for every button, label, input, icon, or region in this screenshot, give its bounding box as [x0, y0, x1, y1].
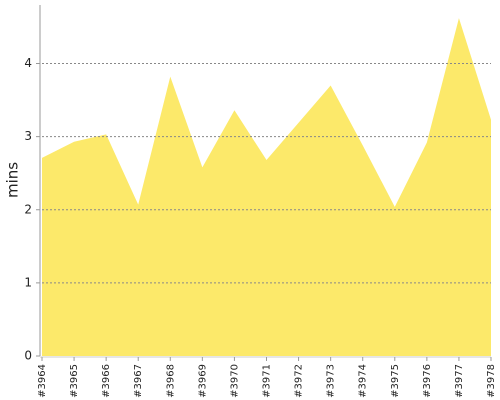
y-tick-label: 4	[24, 56, 32, 70]
x-tick-label: #3978	[486, 364, 497, 398]
x-tick-label: #3976	[422, 364, 433, 398]
x-tick-label: #3968	[165, 364, 176, 398]
y-tick-label: 3	[24, 129, 32, 143]
x-tick-label: #3971	[262, 364, 273, 398]
x-tick-label: #3970	[229, 364, 240, 398]
x-tick-label: #3967	[133, 364, 144, 398]
x-tick-label: #3973	[326, 364, 337, 398]
x-tick-label: #3972	[294, 364, 305, 398]
y-tick-label: 0	[24, 349, 32, 363]
x-tick-label: #3969	[197, 364, 208, 398]
y-axis-label: mins	[4, 162, 22, 198]
y-tick-label: 1	[24, 275, 32, 289]
x-tick-label: #3965	[69, 364, 80, 398]
x-tick-label: #3964	[37, 364, 48, 398]
x-tick-label: #3966	[101, 364, 112, 398]
x-tick-label: #3975	[390, 364, 401, 398]
x-tick-label: #3974	[358, 364, 369, 398]
area	[42, 18, 491, 356]
y-tick-label: 2	[24, 202, 32, 216]
x-tick-label: #3977	[454, 364, 465, 398]
